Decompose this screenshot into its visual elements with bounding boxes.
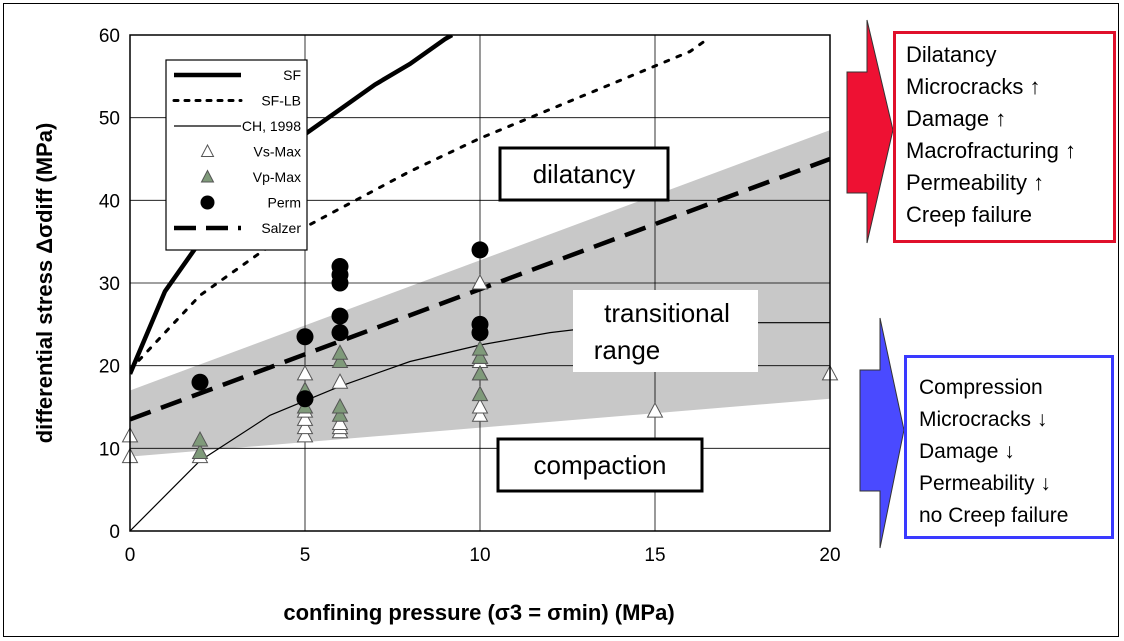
y-tick-label: 20 <box>99 357 120 378</box>
compaction-label-box <box>496 437 704 493</box>
legend-swatch-vp-max <box>200 169 215 183</box>
vs-max-point <box>471 397 489 414</box>
y-tick-label: 50 <box>99 109 120 130</box>
legend-swatch-perm <box>200 195 215 210</box>
dilatancy-effects-box: Dilatancy Microcracks ↑ Damage ↑ Macrofr… <box>893 31 1116 243</box>
legend-box <box>165 59 308 251</box>
legend-label: Perm <box>268 195 301 211</box>
vp-max-point <box>471 385 489 402</box>
vp-max-point <box>471 340 489 356</box>
y-tick-label: 40 <box>99 191 120 212</box>
vp-max-point <box>331 397 349 414</box>
legend-label: CH, 1998 <box>242 118 301 134</box>
vs-max-point <box>471 273 489 290</box>
dilatancy-effect-line: Dilatancy <box>906 42 997 67</box>
vs-max-point <box>296 364 314 381</box>
dilatancy-effect-line: Microcracks ↑ <box>906 74 1041 99</box>
y-tick-label: 0 <box>109 522 120 543</box>
perm-point <box>296 390 314 408</box>
perm-point <box>331 257 349 275</box>
series-sf-lb-line <box>130 37 709 372</box>
perm-point <box>331 307 349 325</box>
vs-max-point <box>471 406 489 422</box>
transitional-label-bg <box>573 290 758 372</box>
compression-effect-line: Microcracks ↓ <box>919 408 1048 431</box>
legend-label: Vp-Max <box>253 169 301 185</box>
vp-max-point <box>191 443 209 459</box>
dilatancy-effect-line: Creep failure <box>906 202 1032 227</box>
perm-point <box>296 328 314 346</box>
vp-max-point <box>331 352 349 369</box>
y-tick-label: 60 <box>99 26 120 47</box>
legend-label: Vs-Max <box>254 144 301 160</box>
transitional-label-line2: range <box>594 335 661 365</box>
x-tick-label: 20 <box>819 545 840 566</box>
perm-point <box>331 324 349 342</box>
vp-max-point <box>191 431 209 447</box>
figure-frame <box>3 3 1119 637</box>
compression-effect-line: Permeability ↓ <box>919 472 1051 495</box>
vs-max-point <box>331 373 349 389</box>
vp-max-point <box>471 364 489 381</box>
blue-arrow <box>859 317 905 549</box>
vs-max-point <box>331 414 349 431</box>
dilatancy-effect-line: Macrofracturing ↑ <box>906 138 1076 163</box>
x-tick-label: 0 <box>125 545 136 566</box>
compression-effect-line: no Creep failure <box>919 504 1069 527</box>
x-tick-label: 10 <box>469 545 490 566</box>
dilatancy-effect-line: Damage ↑ <box>906 106 1007 131</box>
perm-point <box>471 241 489 259</box>
perm-point <box>471 315 489 333</box>
x-tick-label: 5 <box>300 545 311 566</box>
dilatancy-effect-line: Permeability ↑ <box>906 170 1045 195</box>
vs-max-point <box>296 418 314 435</box>
vp-max-point <box>331 406 349 422</box>
legend-swatch-vs-max <box>200 143 215 157</box>
red-arrow <box>846 19 894 244</box>
vs-max-point <box>296 426 314 443</box>
legend-label: Salzer <box>261 220 301 236</box>
vp-max-point <box>331 344 349 360</box>
compaction-label: compaction <box>534 450 667 480</box>
compression-effects-box: Compression Microcracks ↓ Damage ↓ Perme… <box>904 355 1114 539</box>
plot-area-border <box>129 34 831 532</box>
transitional-label-line1: transitional <box>604 298 730 328</box>
y-axis-label: differential stress Δσdiff (MPa) <box>32 123 57 444</box>
compression-effect-line: Compression <box>919 376 1043 399</box>
legend-label: SF-LB <box>261 93 301 109</box>
y-tick-label: 10 <box>99 439 120 460</box>
y-tick-label: 30 <box>99 274 120 295</box>
vs-max-point <box>646 402 664 418</box>
x-axis-label: confining pressure (σ3 = σmin) (MPa) <box>283 600 674 625</box>
x-tick-label: 15 <box>644 545 665 566</box>
dilatancy-label-box <box>498 146 670 202</box>
compression-effect-line: Damage ↓ <box>919 440 1015 463</box>
legend-label: SF <box>283 67 301 83</box>
perm-point <box>191 373 209 391</box>
dilatancy-label: dilatancy <box>533 159 636 189</box>
vp-max-point <box>471 348 489 364</box>
vs-max-point <box>296 410 314 426</box>
